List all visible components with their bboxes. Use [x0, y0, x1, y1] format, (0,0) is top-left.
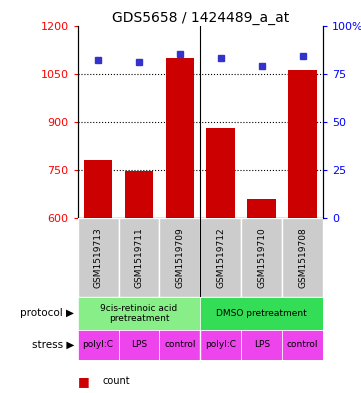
Text: ■: ■ — [78, 375, 93, 388]
Bar — [282, 218, 323, 297]
Bar — [247, 199, 276, 218]
Bar — [84, 160, 112, 218]
Bar — [118, 218, 160, 297]
Bar — [206, 128, 235, 218]
Bar — [78, 330, 118, 360]
Text: protocol ▶: protocol ▶ — [20, 309, 74, 318]
Bar — [288, 70, 317, 218]
Text: control: control — [164, 340, 196, 349]
Text: 9cis-retinoic acid
pretreatment: 9cis-retinoic acid pretreatment — [100, 304, 178, 323]
Text: GSM1519709: GSM1519709 — [175, 227, 184, 288]
Text: control: control — [287, 340, 318, 349]
Bar — [78, 297, 200, 330]
Text: GSM1519712: GSM1519712 — [216, 227, 225, 288]
Text: GSM1519708: GSM1519708 — [298, 227, 307, 288]
Text: LPS: LPS — [254, 340, 270, 349]
Text: GSM1519710: GSM1519710 — [257, 227, 266, 288]
Text: polyI:C: polyI:C — [205, 340, 236, 349]
Bar — [125, 171, 153, 218]
Text: LPS: LPS — [131, 340, 147, 349]
Bar — [241, 218, 282, 297]
Bar — [160, 330, 200, 360]
Bar — [160, 218, 200, 297]
Title: GDS5658 / 1424489_a_at: GDS5658 / 1424489_a_at — [112, 11, 289, 24]
Text: DMSO pretreatment: DMSO pretreatment — [216, 309, 307, 318]
Bar — [200, 218, 241, 297]
Text: stress ▶: stress ▶ — [32, 340, 74, 350]
Bar — [200, 330, 241, 360]
Text: GSM1519713: GSM1519713 — [93, 227, 103, 288]
Bar — [118, 330, 160, 360]
Bar — [200, 297, 323, 330]
Text: GSM1519711: GSM1519711 — [135, 227, 143, 288]
Text: polyI:C: polyI:C — [83, 340, 114, 349]
Bar — [166, 58, 194, 218]
Bar — [241, 330, 282, 360]
Bar — [78, 218, 118, 297]
Bar — [282, 330, 323, 360]
Text: count: count — [103, 376, 131, 386]
